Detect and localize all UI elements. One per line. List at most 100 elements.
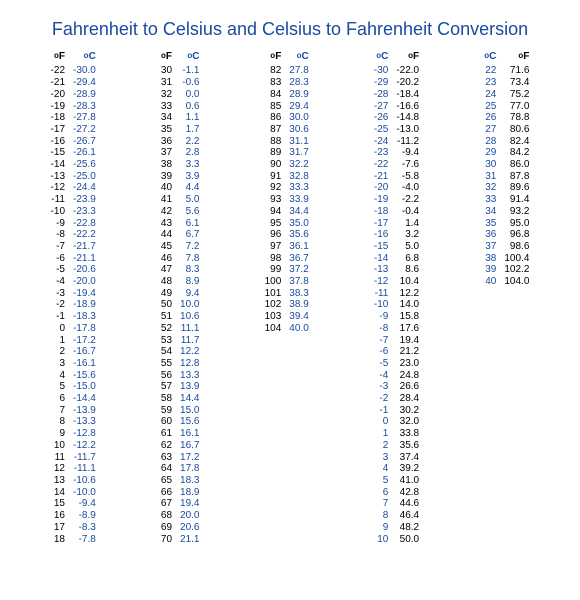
cell: 35: [484, 218, 496, 230]
cell: 57: [161, 381, 172, 393]
cell: 29: [484, 147, 496, 159]
cell: 31: [484, 171, 496, 183]
cell: -18.3: [73, 311, 96, 323]
cell: 13: [51, 475, 65, 487]
cell: -15: [51, 147, 65, 159]
cell: 14.0: [396, 299, 419, 311]
cell: -6: [374, 346, 388, 358]
cell: -21.7: [73, 241, 96, 253]
cell: 15.0: [180, 405, 199, 417]
cell: 2: [374, 440, 388, 452]
cell: 52: [161, 323, 172, 335]
cell: 27.8: [289, 65, 308, 77]
cell: -23.9: [73, 194, 96, 206]
cell: 61: [161, 428, 172, 440]
header-oC: oC: [73, 49, 96, 65]
cell: 38: [161, 159, 172, 171]
cell: -14.4: [73, 393, 96, 405]
cell: -20: [51, 89, 65, 101]
cell: -12.2: [73, 440, 96, 452]
cell: 96.8: [504, 229, 529, 241]
column-0: oF-22-21-20-19-18-17-16-15-14-13-12-11-1…: [47, 49, 100, 545]
cell: 67: [161, 498, 172, 510]
cell: -16.6: [396, 101, 419, 113]
cell: 34: [484, 206, 496, 218]
cell: 30: [161, 65, 172, 77]
header-oC: oC: [374, 49, 388, 65]
cell: 98: [265, 253, 282, 265]
cell: 102: [265, 299, 282, 311]
cell: 5.0: [180, 194, 199, 206]
cell: 33: [484, 194, 496, 206]
cell: 59: [161, 405, 172, 417]
cell: 100: [265, 276, 282, 288]
header-oF: oF: [504, 49, 529, 65]
cell: -8: [51, 229, 65, 241]
cell: 6: [374, 487, 388, 499]
cell: 82: [265, 65, 282, 77]
header-oC: oC: [484, 49, 496, 65]
header-oF: oF: [396, 49, 419, 65]
cell: -21.1: [73, 253, 96, 265]
cell: 46: [161, 253, 172, 265]
cell: -3: [374, 381, 388, 393]
cell: 3: [51, 358, 65, 370]
cell: -13.3: [73, 416, 96, 428]
cell: 16: [51, 510, 65, 522]
cell: 87: [265, 124, 282, 136]
cell: 38.9: [289, 299, 308, 311]
cell: -22: [374, 159, 388, 171]
cell: 29.4: [289, 101, 308, 113]
column-1: oF30313233343536373839404142434445464748…: [157, 49, 204, 545]
cell: 28.9: [289, 89, 308, 101]
cell: -7.8: [73, 534, 96, 546]
cell: 91.4: [504, 194, 529, 206]
cell: -18.4: [396, 89, 419, 101]
cell: 82.4: [504, 136, 529, 148]
cell: -20: [374, 182, 388, 194]
cell: -10.6: [73, 475, 96, 487]
cell: -24.4: [73, 182, 96, 194]
cell: -30.0: [73, 65, 96, 77]
cell: -17: [51, 124, 65, 136]
cell: 10: [51, 440, 65, 452]
cell: 21.1: [180, 534, 199, 546]
cell: -11.2: [396, 136, 419, 148]
cell: 63: [161, 452, 172, 464]
cell: 39: [161, 171, 172, 183]
cell: -11: [51, 194, 65, 206]
cell: -11.7: [73, 452, 96, 464]
cell: 13.3: [180, 370, 199, 382]
cell: 48: [161, 276, 172, 288]
cell: 91: [265, 171, 282, 183]
cell: -2: [374, 393, 388, 405]
cell: 73.4: [504, 77, 529, 89]
cell: 12.8: [180, 358, 199, 370]
cell: 26.6: [396, 381, 419, 393]
cell: 36: [161, 136, 172, 148]
cell: 64: [161, 463, 172, 475]
cell: -9: [374, 311, 388, 323]
cell: 53: [161, 335, 172, 347]
cell: -0.4: [396, 206, 419, 218]
cell: 84.2: [504, 147, 529, 159]
cell: 0.6: [180, 101, 199, 113]
cell: 38: [484, 253, 496, 265]
cell: 32.0: [396, 416, 419, 428]
cell: 6: [51, 393, 65, 405]
cell: 62: [161, 440, 172, 452]
cell: 1: [51, 335, 65, 347]
cell: -14: [51, 159, 65, 171]
cell: 86.0: [504, 159, 529, 171]
cell: -1: [51, 311, 65, 323]
cell: 17: [51, 522, 65, 534]
cell: 0: [51, 323, 65, 335]
cell: 20.0: [180, 510, 199, 522]
cell: 32.8: [289, 171, 308, 183]
cell: -22.0: [396, 65, 419, 77]
cell: -9.4: [396, 147, 419, 159]
cell: 41.0: [396, 475, 419, 487]
cell: 97: [265, 241, 282, 253]
cell: 35.0: [289, 218, 308, 230]
cell: 48.2: [396, 522, 419, 534]
